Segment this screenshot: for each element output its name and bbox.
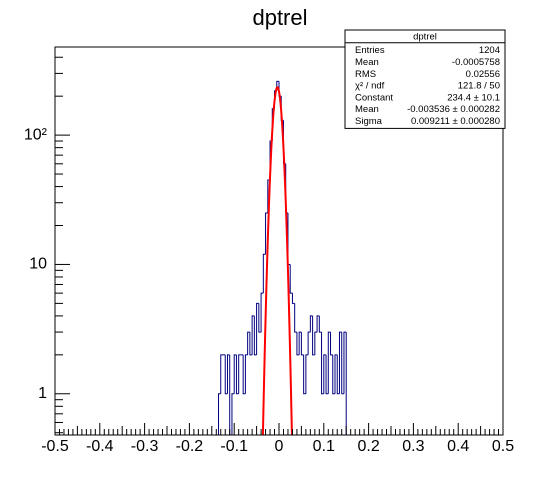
histogram-bin: [238, 354, 241, 394]
histogram-bin: [218, 393, 221, 435]
histogram-bin: [260, 292, 264, 333]
histogram-bin: [314, 331, 318, 355]
y-tick-label: 10: [29, 256, 47, 273]
stats-value: 121.8 / 50: [458, 81, 500, 92]
histogram-bin: [258, 303, 262, 333]
histogram-bin: [291, 293, 295, 304]
x-tick-label: -0.4: [86, 438, 114, 455]
histogram-bin: [307, 331, 311, 355]
histogram-bin: [318, 315, 322, 333]
histogram-bin: [334, 354, 338, 394]
histogram-bin: [226, 354, 230, 394]
y-tick-label: 1: [38, 385, 47, 402]
histogram-bin: [235, 354, 239, 395]
x-tick-label: 0.4: [447, 438, 469, 455]
y-tick-label: 10²: [24, 126, 48, 143]
stats-name: Mean: [355, 104, 379, 115]
x-tick-label: 0.1: [313, 438, 335, 455]
histogram-bin: [251, 315, 255, 355]
histogram-bin: [224, 354, 228, 395]
x-tick-label: 0: [275, 438, 284, 455]
histogram-bin: [296, 332, 300, 356]
stats-value: 0.02556: [466, 69, 500, 80]
stats-value: -0.003536 ± 0.000282: [407, 104, 500, 115]
stats-value: -0.0005758: [452, 57, 500, 68]
x-tick-label: -0.5: [41, 438, 69, 455]
stats-value: 0.009211 ± 0.000280: [411, 116, 500, 127]
histogram-bin: [253, 315, 257, 356]
stats-value: 234.4 ± 10.1: [447, 92, 500, 103]
histogram-bin: [244, 354, 248, 394]
stats-name: RMS: [355, 69, 376, 80]
histogram-bin: [332, 354, 335, 395]
histogram-bin: [298, 331, 302, 355]
histogram-bin: [338, 331, 342, 394]
histogram-bin: [316, 315, 320, 333]
chart-title: dptrel: [252, 5, 307, 30]
histogram-bin: [262, 253, 266, 294]
histogram-bin: [305, 354, 309, 394]
stats-value: 1204: [479, 45, 500, 56]
histogram-bin: [343, 331, 347, 394]
x-tick-label: 0.5: [492, 438, 514, 455]
stats-box: [344, 29, 506, 129]
x-tick-label: 0.3: [402, 438, 424, 455]
histogram-bin: [247, 331, 250, 355]
histogram-bin: [220, 354, 223, 394]
stats-name: χ² / ndf: [355, 81, 385, 92]
histogram-bin: [327, 331, 331, 394]
histogram-bin: [300, 332, 304, 356]
stats-name: Entries: [355, 45, 385, 56]
histogram-bin: [256, 302, 259, 355]
histogram-bin: [294, 303, 297, 333]
histogram-bin: [330, 332, 333, 356]
histogram-bin: [345, 332, 349, 435]
stats-title: dptrel: [413, 31, 437, 42]
histogram-bin: [303, 354, 306, 395]
histogram-bin: [229, 354, 232, 435]
histogram-bin: [312, 315, 315, 356]
histogram-bin: [242, 354, 246, 395]
histogram-bin: [325, 354, 329, 395]
histogram-bin: [265, 212, 268, 255]
histogram-bin: [323, 354, 327, 394]
stats-name: Sigma: [355, 116, 383, 127]
histogram-bin: [233, 354, 237, 394]
fit-curve: [261, 86, 293, 435]
stats-name: Mean: [355, 57, 379, 68]
histogram-bin: [231, 393, 235, 435]
histogram-bin: [341, 332, 344, 395]
x-tick-label: -0.1: [220, 438, 248, 455]
stats-name: Constant: [355, 92, 393, 103]
histogram-bin: [309, 315, 313, 333]
histogram-bin: [321, 332, 324, 395]
x-tick-label: -0.3: [131, 438, 159, 455]
x-tick-label: 0.2: [357, 438, 379, 455]
x-tick-label: -0.2: [176, 438, 204, 455]
histogram-bin: [249, 332, 253, 356]
histogram-bin: [289, 264, 293, 294]
histogram-bin: [336, 354, 340, 395]
